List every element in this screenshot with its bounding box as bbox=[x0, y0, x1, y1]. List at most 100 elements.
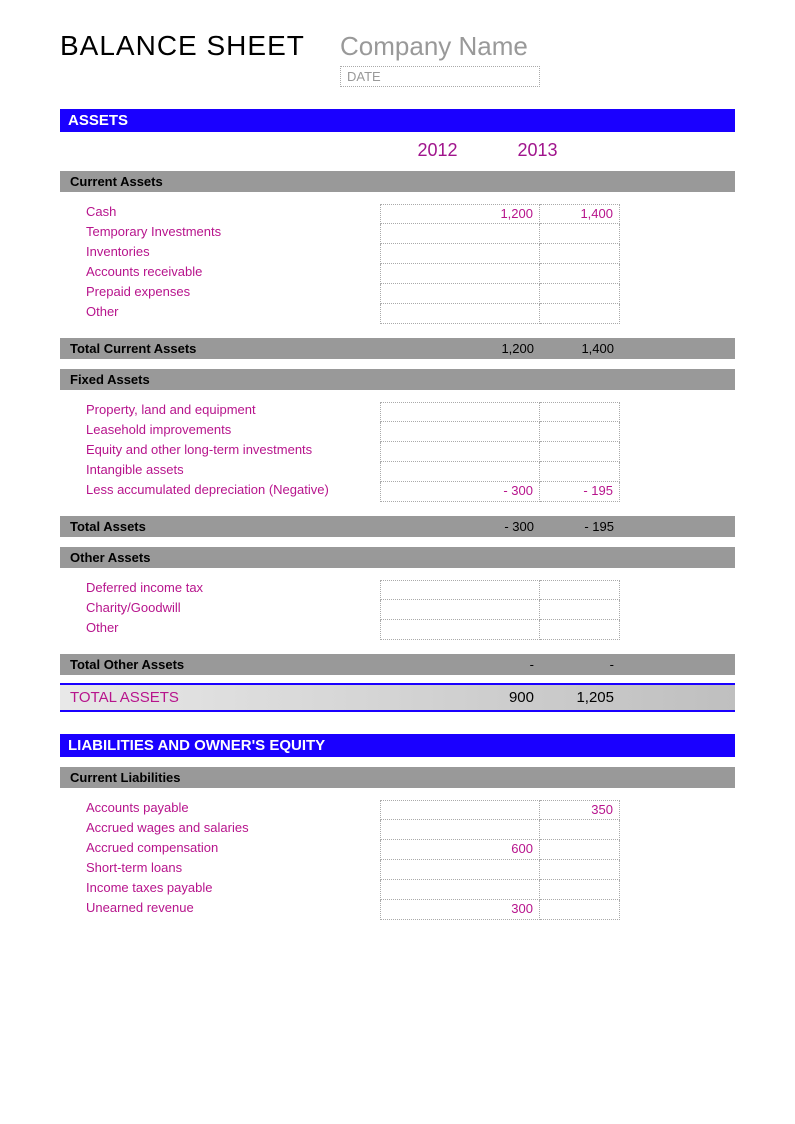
item-value-y2[interactable] bbox=[540, 224, 620, 244]
table-row: Accrued compensation600 bbox=[60, 840, 735, 860]
table-row: Other bbox=[60, 620, 735, 640]
item-value-y1[interactable] bbox=[380, 600, 540, 620]
item-label: Accounts payable bbox=[60, 800, 380, 820]
item-value-y2[interactable] bbox=[540, 402, 620, 422]
item-value-y1[interactable] bbox=[380, 800, 540, 820]
year-header-row: 2012 2013 bbox=[60, 140, 735, 161]
item-value-y1[interactable] bbox=[380, 580, 540, 600]
item-value-y1[interactable] bbox=[380, 304, 540, 324]
item-value-y1[interactable] bbox=[380, 284, 540, 304]
total-y1: 1,200 bbox=[380, 341, 540, 356]
item-value-y1[interactable] bbox=[380, 860, 540, 880]
table-row: Charity/Goodwill bbox=[60, 600, 735, 620]
item-label: Less accumulated depreciation (Negative) bbox=[60, 482, 380, 502]
item-value-y1[interactable] bbox=[380, 224, 540, 244]
item-value-y2[interactable]: 350 bbox=[540, 800, 620, 820]
item-value-y1[interactable] bbox=[380, 422, 540, 442]
total-current-assets: Total Current Assets 1,200 1,400 bbox=[60, 338, 735, 359]
grand-y1: 900 bbox=[380, 689, 540, 706]
item-value-y1[interactable] bbox=[380, 264, 540, 284]
item-value-y2[interactable]: 1,400 bbox=[540, 204, 620, 224]
item-label: Equity and other long-term investments bbox=[60, 442, 380, 462]
item-value-y2[interactable] bbox=[540, 600, 620, 620]
item-value-y2[interactable] bbox=[540, 442, 620, 462]
table-row: Accrued wages and salaries bbox=[60, 820, 735, 840]
item-value-y2[interactable] bbox=[540, 840, 620, 860]
total-y2: 1,400 bbox=[540, 341, 620, 356]
item-label: Charity/Goodwill bbox=[60, 600, 380, 620]
item-value-y2[interactable] bbox=[540, 422, 620, 442]
table-row: Temporary Investments bbox=[60, 224, 735, 244]
item-value-y1[interactable] bbox=[380, 402, 540, 422]
other-assets-rows: Deferred income taxCharity/GoodwillOther bbox=[60, 580, 735, 640]
item-label: Income taxes payable bbox=[60, 880, 380, 900]
item-label: Intangible assets bbox=[60, 462, 380, 482]
table-row: Short-term loans bbox=[60, 860, 735, 880]
grand-y2: 1,205 bbox=[540, 689, 620, 706]
total-y1: - 300 bbox=[380, 519, 540, 534]
item-value-y2[interactable] bbox=[540, 880, 620, 900]
item-label: Cash bbox=[60, 204, 380, 224]
total-fixed-assets: Total Assets - 300 - 195 bbox=[60, 516, 735, 537]
table-row: Unearned revenue300 bbox=[60, 900, 735, 920]
item-label: Deferred income tax bbox=[60, 580, 380, 600]
item-value-y1[interactable] bbox=[380, 620, 540, 640]
item-label: Unearned revenue bbox=[60, 900, 380, 920]
page-title: BALANCE SHEET bbox=[60, 30, 320, 62]
table-row: Intangible assets bbox=[60, 462, 735, 482]
item-label: Temporary Investments bbox=[60, 224, 380, 244]
item-label: Inventories bbox=[60, 244, 380, 264]
item-value-y2[interactable] bbox=[540, 304, 620, 324]
table-row: Deferred income tax bbox=[60, 580, 735, 600]
date-field[interactable]: DATE bbox=[340, 66, 540, 87]
item-label: Other bbox=[60, 304, 380, 324]
item-value-y1[interactable] bbox=[380, 442, 540, 462]
item-label: Accrued compensation bbox=[60, 840, 380, 860]
total-y1: - bbox=[380, 657, 540, 672]
section-assets: ASSETS bbox=[60, 109, 735, 132]
item-label: Other bbox=[60, 620, 380, 640]
grand-label: TOTAL ASSETS bbox=[60, 689, 380, 706]
total-label: Total Other Assets bbox=[60, 657, 380, 672]
item-value-y2[interactable] bbox=[540, 462, 620, 482]
item-value-y2[interactable] bbox=[540, 264, 620, 284]
item-value-y1[interactable]: 1,200 bbox=[380, 204, 540, 224]
item-label: Leasehold improvements bbox=[60, 422, 380, 442]
total-label: Total Assets bbox=[60, 519, 380, 534]
table-row: Accounts receivable bbox=[60, 264, 735, 284]
item-value-y1[interactable] bbox=[380, 462, 540, 482]
total-y2: - bbox=[540, 657, 620, 672]
table-row: Income taxes payable bbox=[60, 880, 735, 900]
year-1: 2012 bbox=[380, 140, 495, 161]
subheading-current-liabilities: Current Liabilities bbox=[60, 767, 735, 788]
item-label: Property, land and equipment bbox=[60, 402, 380, 422]
table-row: Less accumulated depreciation (Negative)… bbox=[60, 482, 735, 502]
item-value-y1[interactable]: 600 bbox=[380, 840, 540, 860]
table-row: Accounts payable 350 bbox=[60, 800, 735, 820]
current-assets-rows: Cash1,2001,400Temporary InvestmentsInven… bbox=[60, 204, 735, 324]
item-value-y2[interactable] bbox=[540, 820, 620, 840]
current-liabilities-rows: Accounts payable 350 Accrued wages and sal… bbox=[60, 800, 735, 920]
subheading-other-assets: Other Assets bbox=[60, 547, 735, 568]
item-label: Accrued wages and salaries bbox=[60, 820, 380, 840]
subheading-current-assets: Current Assets bbox=[60, 171, 735, 192]
company-name-placeholder[interactable]: Company Name bbox=[340, 31, 528, 62]
item-value-y2[interactable] bbox=[540, 244, 620, 264]
item-value-y2[interactable] bbox=[540, 580, 620, 600]
total-y2: - 195 bbox=[540, 519, 620, 534]
table-row: Equity and other long-term investments bbox=[60, 442, 735, 462]
item-value-y2[interactable] bbox=[540, 284, 620, 304]
item-value-y2[interactable]: - 195 bbox=[540, 482, 620, 502]
total-label: Total Current Assets bbox=[60, 341, 380, 356]
item-value-y2[interactable] bbox=[540, 620, 620, 640]
item-value-y1[interactable] bbox=[380, 244, 540, 264]
table-row: Cash1,2001,400 bbox=[60, 204, 735, 224]
item-value-y1[interactable]: 300 bbox=[380, 900, 540, 920]
item-value-y1[interactable]: - 300 bbox=[380, 482, 540, 502]
item-value-y2[interactable] bbox=[540, 860, 620, 880]
item-value-y1[interactable] bbox=[380, 880, 540, 900]
item-value-y1[interactable] bbox=[380, 820, 540, 840]
table-row: Inventories bbox=[60, 244, 735, 264]
item-value-y2[interactable] bbox=[540, 900, 620, 920]
item-label: Short-term loans bbox=[60, 860, 380, 880]
